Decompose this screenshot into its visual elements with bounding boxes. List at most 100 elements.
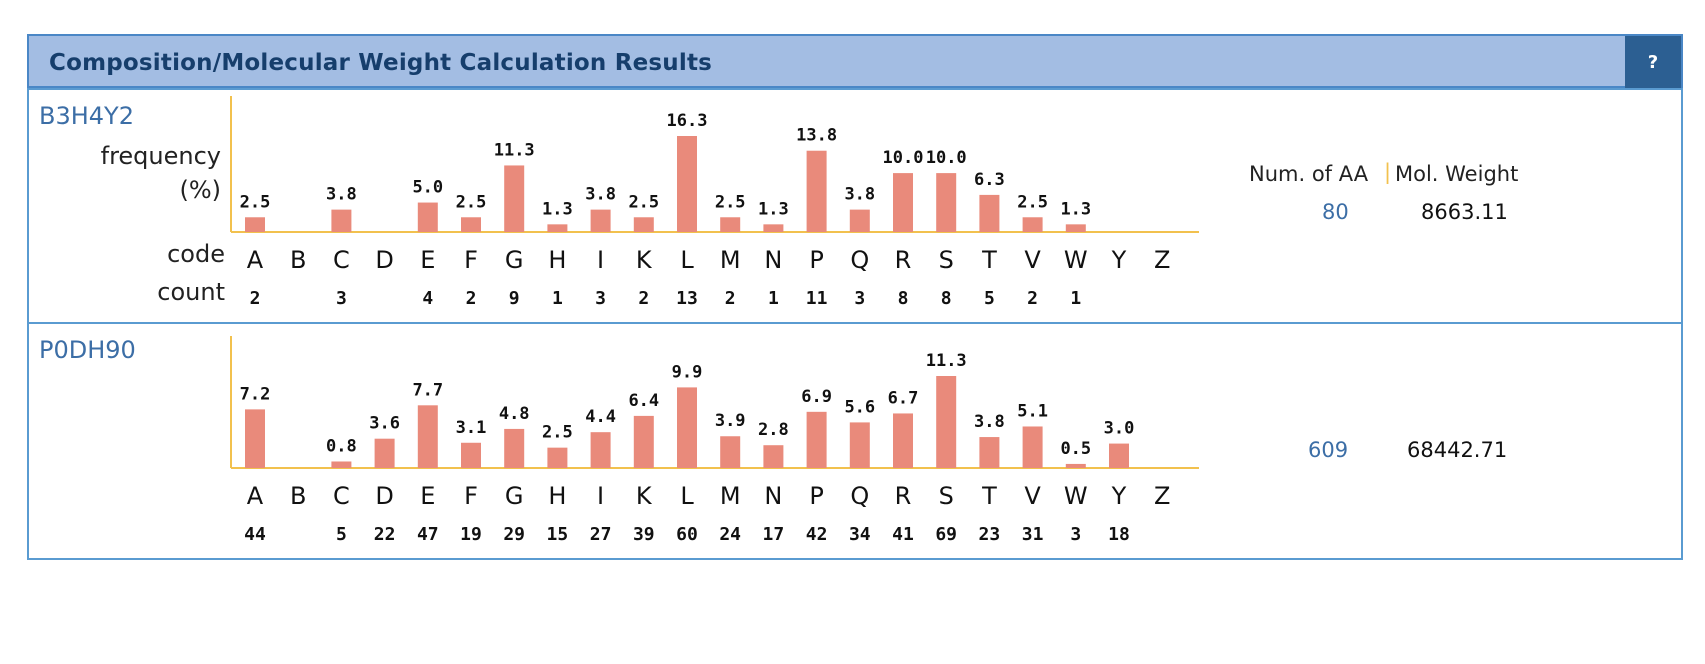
bar-N [763,224,784,232]
bar-E [417,405,438,468]
protein-id-link[interactable]: P0DH90 [39,336,136,364]
value-label-L: 9.9 [672,362,703,382]
composition-bar-chart: 2.5A2B3.8C3D5.0E42.5F211.3G91.3H13.8I32.… [230,96,1199,309]
value-label-C: 3.8 [326,185,357,205]
code-label-K: K [636,482,653,510]
value-label-D: 3.6 [369,414,400,434]
code-label-V: V [1024,482,1041,510]
code-label-Q: Q [850,246,869,274]
code-label-N: N [764,246,782,274]
value-label-E: 5.0 [412,178,443,198]
value-label-T: 6.3 [974,170,1005,190]
value-label-V: 5.1 [1017,401,1048,421]
code-label-Y: Y [1111,482,1127,510]
bar-T [979,194,1000,232]
value-label-S: 11.3 [926,351,967,371]
percent-label: (%) [179,176,221,204]
code-label-P: P [809,246,823,274]
bar-W [1065,463,1086,468]
count-label-L: 60 [676,524,698,545]
results-panel: Composition/Molecular Weight Calculation… [27,34,1683,610]
bar-C [331,209,352,232]
count-label-R: 41 [892,524,914,545]
num-aa-header: Num. of AA [1249,162,1369,186]
bar-I [590,432,611,468]
page-title: Composition/Molecular Weight Calculation… [49,50,713,76]
count-row-label: count [157,278,225,306]
count-label-E: 4 [422,288,433,309]
code-label-B: B [290,482,306,510]
value-label-W: 1.3 [1060,199,1091,219]
bar-R [893,413,913,468]
value-label-G: 11.3 [494,140,535,160]
code-label-L: L [680,246,694,274]
code-label-H: H [548,482,566,510]
code-label-M: M [720,246,741,274]
protein-id-link[interactable]: B3H4Y2 [39,102,134,130]
count-label-Q: 3 [854,288,865,309]
value-label-P: 6.9 [801,387,832,407]
code-label-N: N [764,482,782,510]
bar-E [417,202,438,232]
bar-K [633,217,654,232]
code-label-G: G [505,246,524,274]
bar-L [677,136,697,232]
code-label-H: H [548,246,566,274]
code-label-Z: Z [1154,246,1170,274]
count-label-G: 9 [509,288,520,309]
bar-A [245,217,265,232]
count-label-W: 3 [1070,524,1081,545]
bar-V [1022,217,1043,232]
code-label-W: W [1064,246,1088,274]
count-label-A: 2 [250,288,261,309]
bar-M [720,436,741,468]
header-separator: | [1384,160,1392,184]
count-label-Q: 34 [849,524,871,545]
num-aa-value[interactable]: 80 [1322,200,1349,224]
bar-F [461,442,481,468]
count-label-S: 69 [935,524,957,545]
count-label-H: 15 [547,524,569,545]
count-label-R: 8 [898,288,909,309]
value-label-N: 1.3 [758,199,789,219]
count-label-C: 5 [336,524,347,545]
code-label-S: S [939,482,954,510]
code-label-D: D [375,482,393,510]
count-label-H: 1 [552,288,563,309]
code-label-F: F [464,482,478,510]
value-label-H: 1.3 [542,199,573,219]
value-label-R: 6.7 [888,388,919,408]
num-aa-value[interactable]: 609 [1308,438,1349,462]
count-label-T: 5 [984,288,995,309]
code-label-Z: Z [1154,482,1170,510]
mol-weight-value: 8663.11 [1421,200,1508,224]
value-label-H: 2.5 [542,423,573,443]
bar-R [893,173,913,232]
code-label-R: R [895,246,912,274]
count-label-W: 1 [1070,288,1081,309]
count-label-S: 8 [941,288,952,309]
count-label-M: 24 [719,524,741,545]
value-label-R: 10.0 [883,148,924,168]
count-label-V: 2 [1027,288,1038,309]
count-label-C: 3 [336,288,347,309]
count-label-D: 22 [374,524,396,545]
count-label-G: 29 [503,524,525,545]
code-label-B: B [290,246,306,274]
count-label-F: 2 [466,288,477,309]
code-label-T: T [981,482,997,510]
value-label-M: 3.9 [715,411,746,431]
count-label-Y: 18 [1108,524,1130,545]
help-button[interactable]: ? [1625,36,1681,90]
bar-Q [849,209,870,232]
value-label-Y: 3.0 [1104,419,1135,439]
bar-V [1022,426,1043,468]
value-label-W: 0.5 [1060,439,1091,459]
code-label-C: C [333,482,350,510]
count-label-E: 47 [417,524,439,545]
code-row-label: code [167,240,225,268]
code-label-S: S [939,246,954,274]
code-label-I: I [597,482,604,510]
value-label-K: 6.4 [628,391,659,411]
count-label-V: 31 [1022,524,1044,545]
